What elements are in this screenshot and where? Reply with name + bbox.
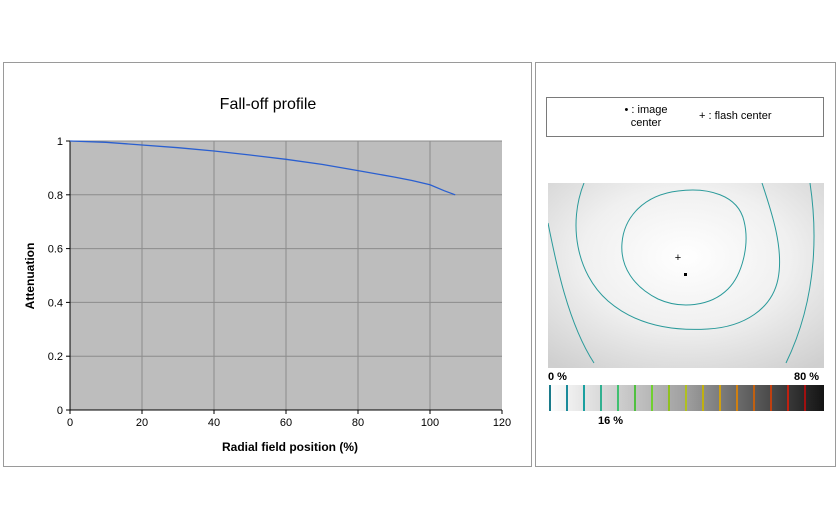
- legend-flash-center: + : flash center: [699, 110, 771, 122]
- x-tick-label: 20: [136, 417, 148, 429]
- x-tick-label: 40: [208, 417, 220, 429]
- y-tick-label: 0.4: [48, 297, 63, 309]
- heatmap-panel: • : image center + : flash center + 0 % …: [535, 62, 836, 467]
- falloff-heatmap: +: [548, 183, 824, 368]
- y-tick-label: 1: [57, 136, 63, 148]
- x-tick-label: 100: [421, 417, 439, 429]
- scale-marker-label: 16 %: [598, 415, 624, 427]
- flash-center-symbol: +: [699, 110, 706, 122]
- contour-outer-left: [548, 222, 595, 364]
- flash-center-text: : flash center: [708, 110, 772, 122]
- image-center-symbol: •: [624, 104, 629, 116]
- x-tick-label: 80: [352, 417, 364, 429]
- y-tick-label: 0.8: [48, 190, 63, 202]
- falloff-chart-panel: Fall-off profile 0 20 40 60 80 100 120 0 0.2 0.4 0…: [3, 62, 532, 467]
- contour-outer-right: [785, 183, 815, 364]
- contour-middle: [575, 183, 781, 330]
- y-axis-label: Attenuation: [23, 243, 37, 310]
- attenuation-scale: [546, 385, 824, 411]
- image-center-text: : image center: [630, 104, 668, 129]
- y-tick-label: 0.6: [48, 244, 63, 256]
- y-tick-label: 0: [57, 405, 63, 417]
- contour-inner: [621, 189, 747, 306]
- image-center-marker: [684, 273, 687, 276]
- x-tick-label: 0: [67, 417, 73, 429]
- flash-center-marker: +: [675, 252, 681, 264]
- y-tick-label: 0.2: [48, 351, 63, 363]
- scale-max-label: 80 %: [794, 371, 820, 383]
- x-tick-label: 120: [493, 417, 511, 429]
- legend-image-center: • : image center: [611, 104, 681, 130]
- legend-box: • : image center + : flash center: [546, 97, 824, 137]
- x-axis-label: Radial field position (%): [222, 440, 358, 454]
- falloff-chart: Fall-off profile 0 20 40 60 80 100 120 0 0.2 0.4 0…: [23, 96, 511, 454]
- chart-title: Fall-off profile: [220, 96, 317, 113]
- scale-min-label: 0 %: [548, 371, 567, 383]
- x-tick-label: 60: [280, 417, 292, 429]
- series-line: [69, 140, 456, 196]
